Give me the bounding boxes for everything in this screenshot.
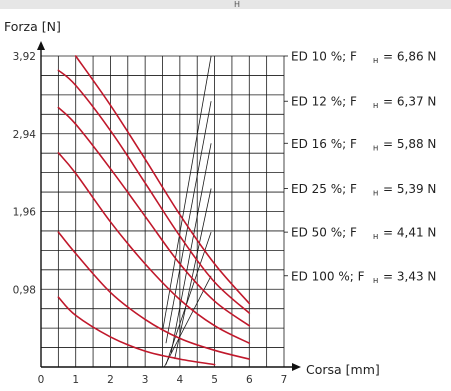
series-curve: [74, 55, 251, 305]
y-tick-label: 3,92: [13, 51, 36, 63]
series-curve: [57, 106, 251, 327]
legend-entry: ED 10 %; F: [291, 50, 357, 64]
chart-grid: [41, 55, 285, 367]
legend-subscript: H: [373, 144, 378, 152]
leader-lines: [162, 55, 212, 368]
x-tick-label: 0: [38, 374, 45, 386]
legend-value: = 6,37 N: [383, 95, 436, 109]
legend-value: = 3,43 N: [383, 269, 436, 283]
y-tick-label: 0,98: [13, 284, 36, 296]
x-axis-label: Corsa [mm]: [306, 362, 380, 377]
chart-legend: ED 10 %; F H = 6,86 N ED 12 %; F H = 6,37 N ED…: [284, 50, 436, 285]
x-tick-label: 2: [107, 374, 114, 386]
top-band-fragment: H: [234, 0, 241, 9]
chart-axes: [37, 41, 301, 371]
legend-subscript: H: [373, 233, 378, 241]
x-axis-arrow-icon: [292, 363, 301, 371]
leader-line: [174, 188, 212, 360]
top-band: H: [0, 0, 451, 9]
legend-subscript: H: [373, 102, 378, 110]
legend-value: = 6,86 N: [383, 50, 436, 64]
x-tick-label: 4: [177, 374, 184, 386]
x-tick-label: 7: [281, 374, 288, 386]
legend-subscript: H: [373, 57, 378, 65]
y-axis-label: Forza [N]: [4, 19, 61, 34]
series-curve: [57, 152, 251, 344]
x-tick-label: 6: [246, 374, 253, 386]
series-curve: [57, 231, 251, 360]
legend-entry: ED 16 %; F: [291, 137, 357, 151]
legend-entry: ED 100 %; F: [291, 269, 365, 283]
chart-curves: [57, 55, 251, 366]
legend-subscript: H: [373, 189, 378, 197]
x-tick-label: 5: [211, 374, 218, 386]
leader-line: [165, 231, 212, 365]
legend-entry: ED 12 %; F: [291, 95, 357, 109]
legend-value: = 5,39 N: [383, 182, 436, 196]
legend-entry: ED 25 %; F: [291, 182, 357, 196]
x-tick-label: 1: [72, 374, 79, 386]
y-axis-arrow-icon: [37, 41, 45, 50]
legend-value: = 4,41 N: [383, 226, 436, 240]
legend-value: = 5,88 N: [383, 137, 436, 151]
series-curve: [57, 69, 251, 314]
series-curve: [57, 296, 216, 366]
y-tick-label: 2,94: [13, 129, 37, 141]
y-tick-label: 1,96: [13, 207, 37, 219]
leader-line: [165, 101, 212, 344]
legend-subscript: H: [373, 277, 378, 285]
legend-entry: ED 50 %; F: [291, 226, 357, 240]
x-tick-label: 3: [142, 374, 149, 386]
leader-line: [162, 55, 212, 332]
leader-line: [170, 143, 212, 353]
tick-labels: 0 1 2 3 4 5 6 7 0,98 1,96 2,94 3,92: [13, 51, 288, 386]
